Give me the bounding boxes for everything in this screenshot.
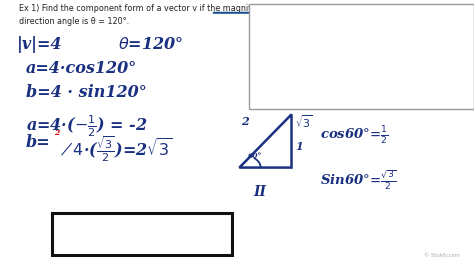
Text: Sin60°=$\frac{\sqrt{3}}{2}$: Sin60°=$\frac{\sqrt{3}}{2}$ xyxy=(320,169,396,192)
Text: II: II xyxy=(254,185,266,199)
Text: $\mathbf{v}$ = < a, b >: $\mathbf{v}$ = < a, b > xyxy=(258,43,315,55)
Text: cos60°=$\frac{1}{2}$: cos60°=$\frac{1}{2}$ xyxy=(320,125,388,147)
Text: b=4 · sin120°: b=4 · sin120° xyxy=(26,84,147,101)
Text: 1: 1 xyxy=(295,141,302,152)
Text: $\langle$-2, 2$\sqrt{3}$$\rangle$: $\langle$-2, 2$\sqrt{3}$$\rangle$ xyxy=(83,209,166,235)
Text: $a$ = |$\mathbf{v}$| cos $\theta$   and   $b$ = |$\mathbf{v}$| sin $\theta$: $a$ = |$\mathbf{v}$| cos $\theta$ and $b… xyxy=(258,59,384,72)
Text: $\sqrt{3}$: $\sqrt{3}$ xyxy=(295,113,313,130)
Text: © Stukfy.com: © Stukfy.com xyxy=(424,252,460,258)
FancyBboxPatch shape xyxy=(249,4,474,109)
FancyBboxPatch shape xyxy=(52,213,232,255)
Text: |v|=4: |v|=4 xyxy=(17,36,62,53)
Text: direction angle is θ = 120°.: direction angle is θ = 120°. xyxy=(19,17,129,26)
Text: a=4·($-\frac{1}{2}$) = -2: a=4·($-\frac{1}{2}$) = -2 xyxy=(26,113,148,139)
Text: with direction angle θ: with direction angle θ xyxy=(258,25,350,34)
Text: a=4·cos120°: a=4·cos120° xyxy=(26,60,137,77)
Text: $\theta$=120°: $\theta$=120° xyxy=(118,36,184,53)
Text: 2: 2 xyxy=(55,129,60,137)
Text: Ex 1) Find the component form of a vector v if the magnitude is 4 and the: Ex 1) Find the component form of a vecto… xyxy=(19,4,316,13)
Text: $\not{4}$·($\frac{\sqrt{3}}{2}$)=2$\sqrt{3}$: $\not{4}$·($\frac{\sqrt{3}}{2}$)=2$\sqrt… xyxy=(61,134,172,164)
Text: Component form of vector v: Component form of vector v xyxy=(258,9,392,18)
Text: b=: b= xyxy=(26,134,51,151)
Text: 60°: 60° xyxy=(248,152,262,160)
Text: 2: 2 xyxy=(241,116,248,127)
